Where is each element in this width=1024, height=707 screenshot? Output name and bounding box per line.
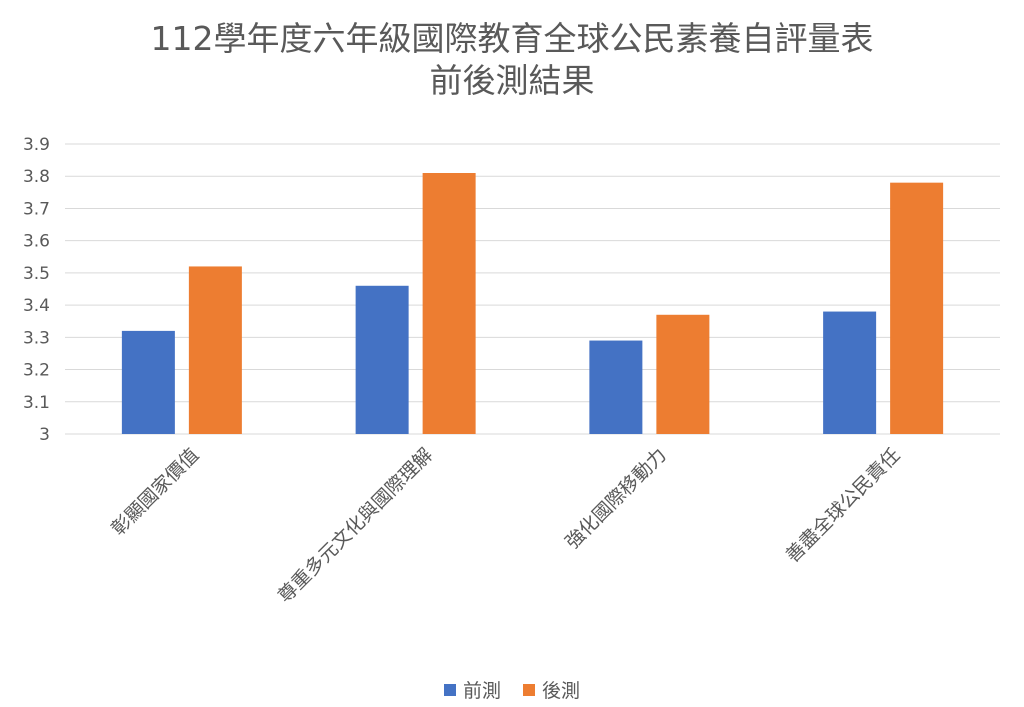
legend-swatch-pretest: [443, 683, 456, 696]
x-category-label: 善盡全球公民責任: [782, 444, 905, 567]
x-category-label: 尊重多元文化與國際理解: [274, 444, 437, 607]
x-category-label: 強化國際移動力: [561, 444, 671, 554]
y-tick-label: 3.3: [23, 328, 50, 348]
bar-posttest: [188, 266, 242, 434]
bar-pretest: [589, 340, 643, 434]
legend-label-posttest: 後測: [542, 680, 581, 702]
bar-pretest: [823, 311, 877, 434]
legend-label-pretest: 前測: [462, 680, 501, 702]
y-tick-label: 3.8: [23, 167, 50, 187]
y-tick-label: 3.4: [23, 296, 50, 316]
chart-title: 112學年度六年級國際教育全球公民素養自評量表 前後測結果: [0, 18, 1024, 102]
y-tick-label: 3.9: [23, 135, 50, 155]
y-tick-label: 3.1: [23, 393, 50, 413]
chart-title-line-1: 112學年度六年級國際教育全球公民素養自評量表: [150, 19, 874, 58]
chart-title-line-2: 前後測結果: [429, 61, 595, 100]
bar-posttest: [422, 173, 476, 434]
legend-item-pretest: 前測: [443, 676, 501, 703]
y-tick-label: 3.5: [23, 264, 50, 284]
bar-posttest: [656, 314, 710, 434]
legend-item-posttest: 後測: [523, 676, 580, 703]
bar-posttest: [890, 182, 944, 434]
y-tick-label: 3.6: [23, 232, 50, 252]
bar-pretest: [355, 285, 409, 434]
x-category-label: 彰顯國家價值: [107, 444, 203, 540]
bar-pretest: [121, 330, 175, 434]
y-tick-label: 3.7: [23, 199, 50, 219]
y-tick-label: 3: [39, 425, 50, 445]
legend-swatch-posttest: [523, 683, 535, 696]
legend: 前測 後測: [0, 676, 1024, 703]
y-tick-label: 3.2: [23, 361, 50, 381]
